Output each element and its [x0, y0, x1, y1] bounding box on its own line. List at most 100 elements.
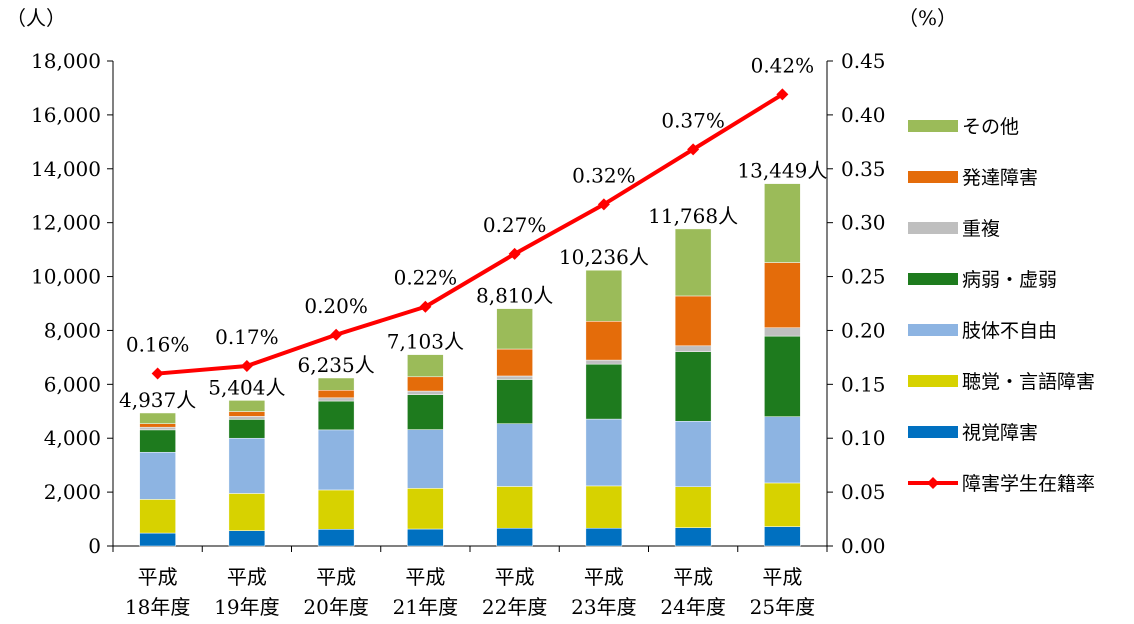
bar-segment-2-0 [139, 451, 176, 500]
left-tick-label: 0 [88, 534, 101, 558]
bar-total-label: 11,768人 [648, 204, 738, 228]
bar-segment-5-1 [228, 411, 266, 417]
rate-point [330, 328, 343, 341]
right-tick-label: 0.25 [841, 265, 886, 289]
bar-segment-6-1 [228, 400, 266, 412]
bar-segment-4-6 [674, 345, 712, 352]
bar-segment-6-2 [317, 377, 355, 391]
bar-segment-4-1 [228, 416, 266, 420]
bar-segment-0-2 [317, 529, 355, 547]
left-axis-unit: （人） [6, 6, 66, 30]
bar-segment-0-6 [674, 527, 712, 547]
bar-segment-0-5 [585, 527, 623, 547]
bar-segment-1-3 [407, 488, 444, 530]
x-tick-label-line2: 21年度 [393, 595, 458, 619]
bar-segment-3-2 [317, 400, 355, 431]
bar-segment-2-2 [317, 429, 355, 491]
legend-swatch [908, 375, 958, 387]
bar-segment-1-2 [317, 489, 355, 530]
bars [139, 183, 801, 547]
bar-segment-3-6 [674, 351, 712, 422]
bar-segment-5-4 [496, 348, 533, 377]
legend-label: 発達障害 [962, 167, 1038, 189]
rate-point-label: 0.22% [394, 266, 458, 290]
bar-segment-6-3 [407, 354, 444, 378]
bar-segment-2-1 [228, 437, 266, 494]
left-tick-label: 8,000 [44, 318, 101, 342]
x-tick-label-line2: 24年度 [660, 595, 725, 619]
x-tick-label-line1: 平成 [495, 565, 535, 589]
bar-segment-1-7 [764, 482, 801, 527]
bar-segment-4-7 [764, 327, 801, 337]
bar-segment-6-4 [496, 308, 533, 350]
right-tick-label: 0.05 [841, 480, 886, 504]
right-tick-label: 0.00 [841, 534, 886, 558]
bar-segment-1-1 [228, 493, 266, 531]
bar-segment-0-0 [139, 532, 176, 547]
bar-segment-2-7 [764, 416, 801, 484]
legend-label: 病弱・虚弱 [962, 269, 1057, 291]
x-tick-label-line1: 平成 [138, 565, 178, 589]
rate-point [597, 198, 610, 211]
bar-segment-6-6 [674, 228, 712, 297]
x-tick-label-line2: 22年度 [482, 595, 547, 619]
bar-total-label: 5,404人 [208, 375, 285, 399]
legend-label: 視覚障害 [962, 422, 1038, 444]
bar-segment-5-5 [585, 321, 623, 361]
bar-total-label: 6,235人 [297, 353, 374, 377]
right-tick-label: 0.40 [841, 103, 886, 127]
x-tick-label-line2: 23年度 [571, 595, 636, 619]
bar-segment-1-0 [139, 499, 176, 534]
bar-segment-2-6 [674, 420, 712, 487]
x-tick-label-line1: 平成 [316, 565, 356, 589]
bar-segment-4-5 [585, 359, 623, 365]
legend-label: 重複 [962, 218, 1000, 240]
bar-segment-4-0 [139, 426, 176, 431]
bar-segment-2-4 [496, 423, 533, 487]
x-tick-label-line2: 18年度 [125, 595, 190, 619]
rate-point [776, 88, 789, 101]
legend-swatch [908, 171, 958, 183]
legend-label: その他 [962, 116, 1019, 138]
bar-segment-3-5 [585, 363, 623, 420]
bar-segment-4-2 [317, 397, 355, 402]
bar-segment-3-4 [496, 379, 533, 424]
left-tick-label: 18,000 [31, 49, 101, 73]
rate-point-label: 0.42% [751, 53, 815, 77]
left-tick-label: 10,000 [31, 265, 101, 289]
right-tick-label: 0.35 [841, 157, 886, 181]
legend-swatch [908, 324, 958, 336]
bar-segment-2-5 [585, 418, 623, 487]
right-tick-label: 0.30 [841, 211, 886, 235]
bar-segment-5-3 [407, 376, 444, 392]
rate-point-label: 0.17% [215, 325, 279, 349]
left-tick-label: 16,000 [31, 103, 101, 127]
legend-label: 聴覚・言語障害 [962, 371, 1095, 393]
x-tick-label-line1: 平成 [227, 565, 267, 589]
x-tick-label-line2: 25年度 [750, 595, 815, 619]
rate-point [151, 367, 164, 380]
bar-segment-6-5 [585, 269, 623, 322]
bar-segment-6-7 [764, 183, 801, 263]
bar-segment-5-0 [139, 423, 176, 428]
left-tick-label: 12,000 [31, 211, 101, 235]
bar-total-label: 8,810人 [476, 284, 553, 308]
x-tick-label-line1: 平成 [584, 565, 624, 589]
x-tick-label-line2: 19年度 [214, 595, 279, 619]
rate-point-label: 0.37% [661, 108, 725, 132]
rate-point-label: 0.32% [572, 163, 636, 187]
legend-swatch [908, 273, 958, 285]
rate-point [508, 247, 521, 260]
bar-segment-3-3 [407, 394, 444, 430]
rate-line-path [157, 92, 784, 376]
legend-swatch [908, 120, 958, 132]
rate-point [687, 143, 700, 156]
right-tick-label: 0.10 [841, 426, 886, 450]
bar-segment-0-1 [228, 530, 266, 547]
bar-segment-5-2 [317, 390, 355, 399]
legend-swatch [908, 222, 958, 234]
rate-point-label: 0.20% [304, 294, 368, 318]
